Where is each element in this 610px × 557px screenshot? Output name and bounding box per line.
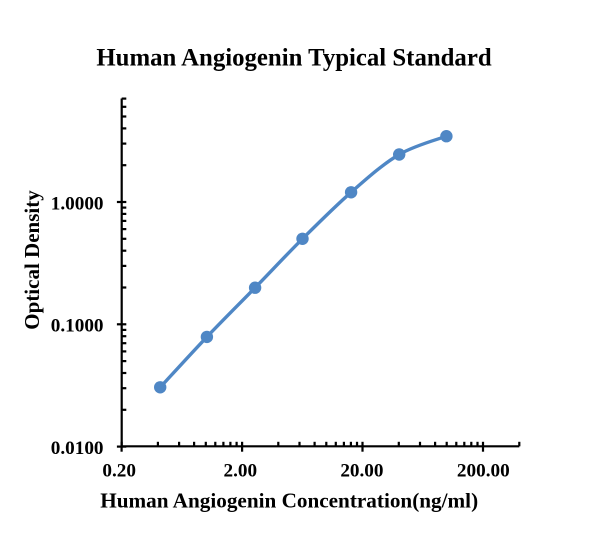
svg-text:200.00: 200.00: [457, 460, 510, 481]
svg-text:2.00: 2.00: [224, 460, 258, 481]
svg-text:1.0000: 1.0000: [51, 193, 104, 214]
svg-text:0.1000: 0.1000: [51, 316, 104, 337]
svg-text:20.00: 20.00: [340, 460, 383, 481]
svg-text:Human Angiogenin Typical Stand: Human Angiogenin Typical Standard: [96, 45, 491, 72]
svg-text:0.0100: 0.0100: [51, 438, 104, 459]
svg-text:Human Angiogenin Concentration: Human Angiogenin Concentration(ng/ml): [100, 489, 478, 513]
svg-text:0.20: 0.20: [102, 460, 136, 481]
svg-text:Optical Density: Optical Density: [20, 190, 44, 330]
